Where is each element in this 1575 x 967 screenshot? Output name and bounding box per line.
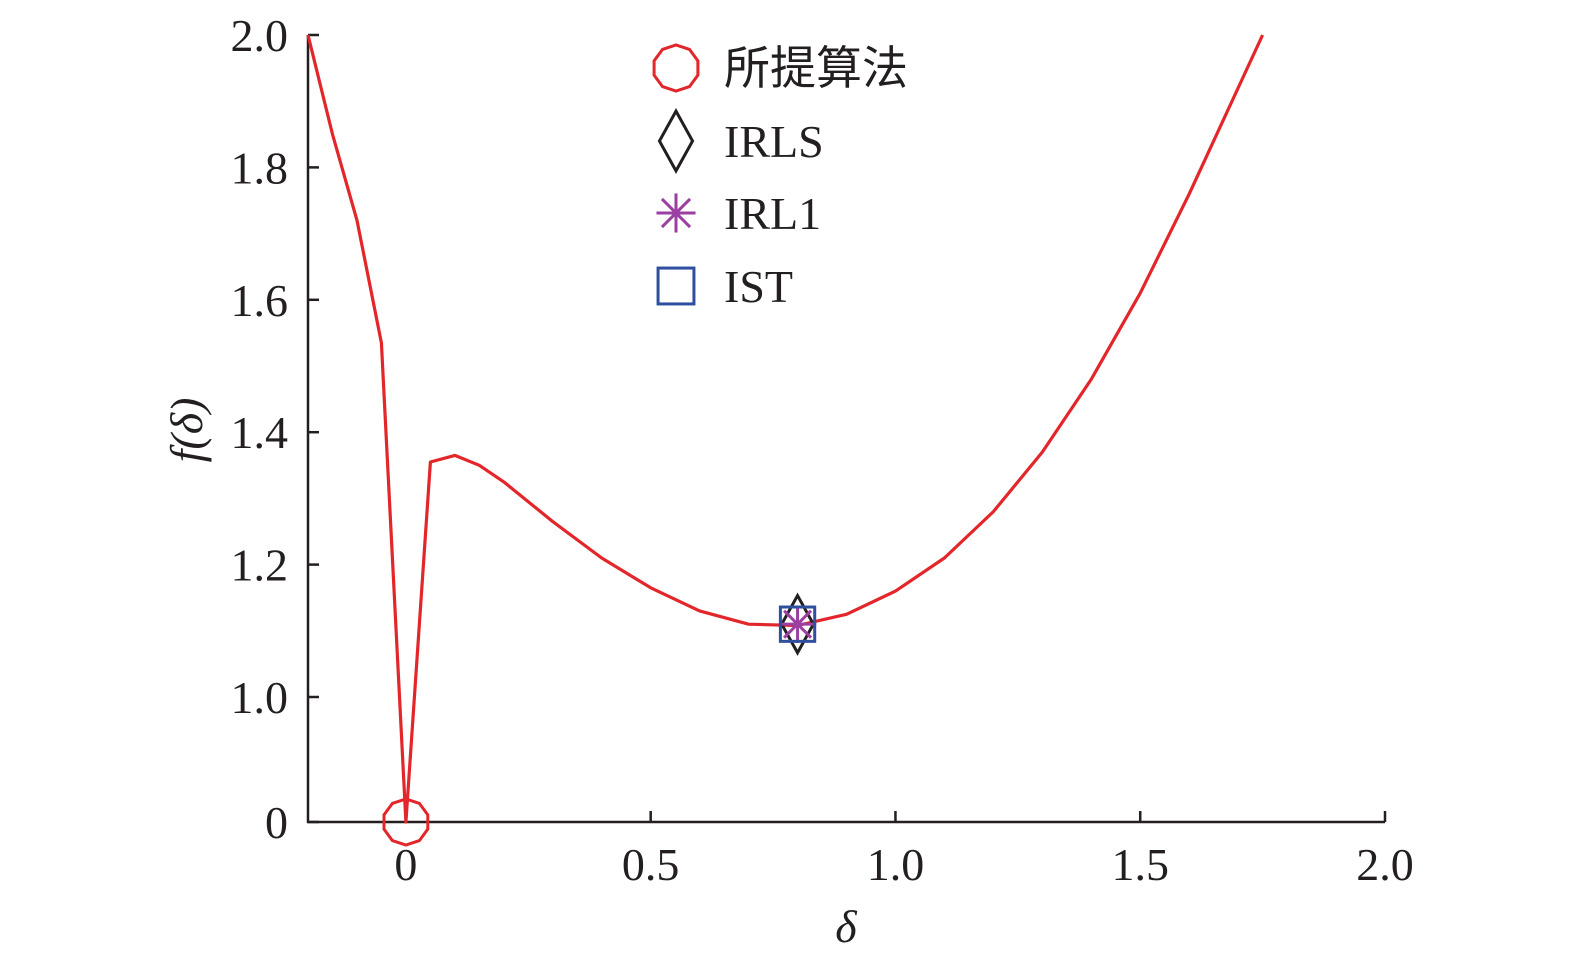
- x-tick-label: 1.0: [867, 839, 925, 890]
- y-tick-label: 1.6: [231, 275, 289, 326]
- axes: 0 0.5 1.0 1.5 2.0 0 1.0 1.2 1.4 1.6 1.8 2.0: [231, 10, 1414, 890]
- x-axis-title: δ: [835, 901, 857, 952]
- marker-circle: [382, 797, 430, 847]
- y-tick-label: 1.4: [231, 407, 289, 458]
- y-tick-label: 1.8: [231, 142, 289, 193]
- legend-label: 所提算法: [724, 43, 908, 94]
- legend-symbol-circle: [652, 43, 700, 93]
- legend-label: IRL1: [724, 188, 821, 239]
- legend-label: IST: [724, 261, 793, 312]
- x-tick-label: 0.5: [622, 839, 680, 890]
- legend-symbol-asterisk: [656, 193, 696, 233]
- y-tick-label: 1.2: [231, 540, 289, 591]
- curve-layer: [306, 34, 1265, 824]
- marker-square: [778, 605, 817, 643]
- marker-asterisk: [778, 605, 817, 643]
- series-line: [306, 34, 1265, 824]
- x-tick-label: 1.5: [1111, 839, 1169, 890]
- legend-label: IRLS: [724, 116, 824, 167]
- legend-symbol-square: [656, 266, 696, 306]
- y-tick-label: 1.0: [231, 672, 289, 723]
- y-tick-label: 2.0: [231, 10, 289, 61]
- marker-layer: [382, 592, 817, 847]
- legend: 所提算法 IRLS IRL1 IST: [652, 43, 908, 312]
- y-tick-label: 0: [265, 797, 288, 848]
- legend-symbol-diamond: [657, 108, 695, 174]
- x-tick-label: 0: [394, 839, 417, 890]
- x-tick-label: 2.0: [1356, 839, 1414, 890]
- y-axis-title: f(δ): [161, 398, 212, 463]
